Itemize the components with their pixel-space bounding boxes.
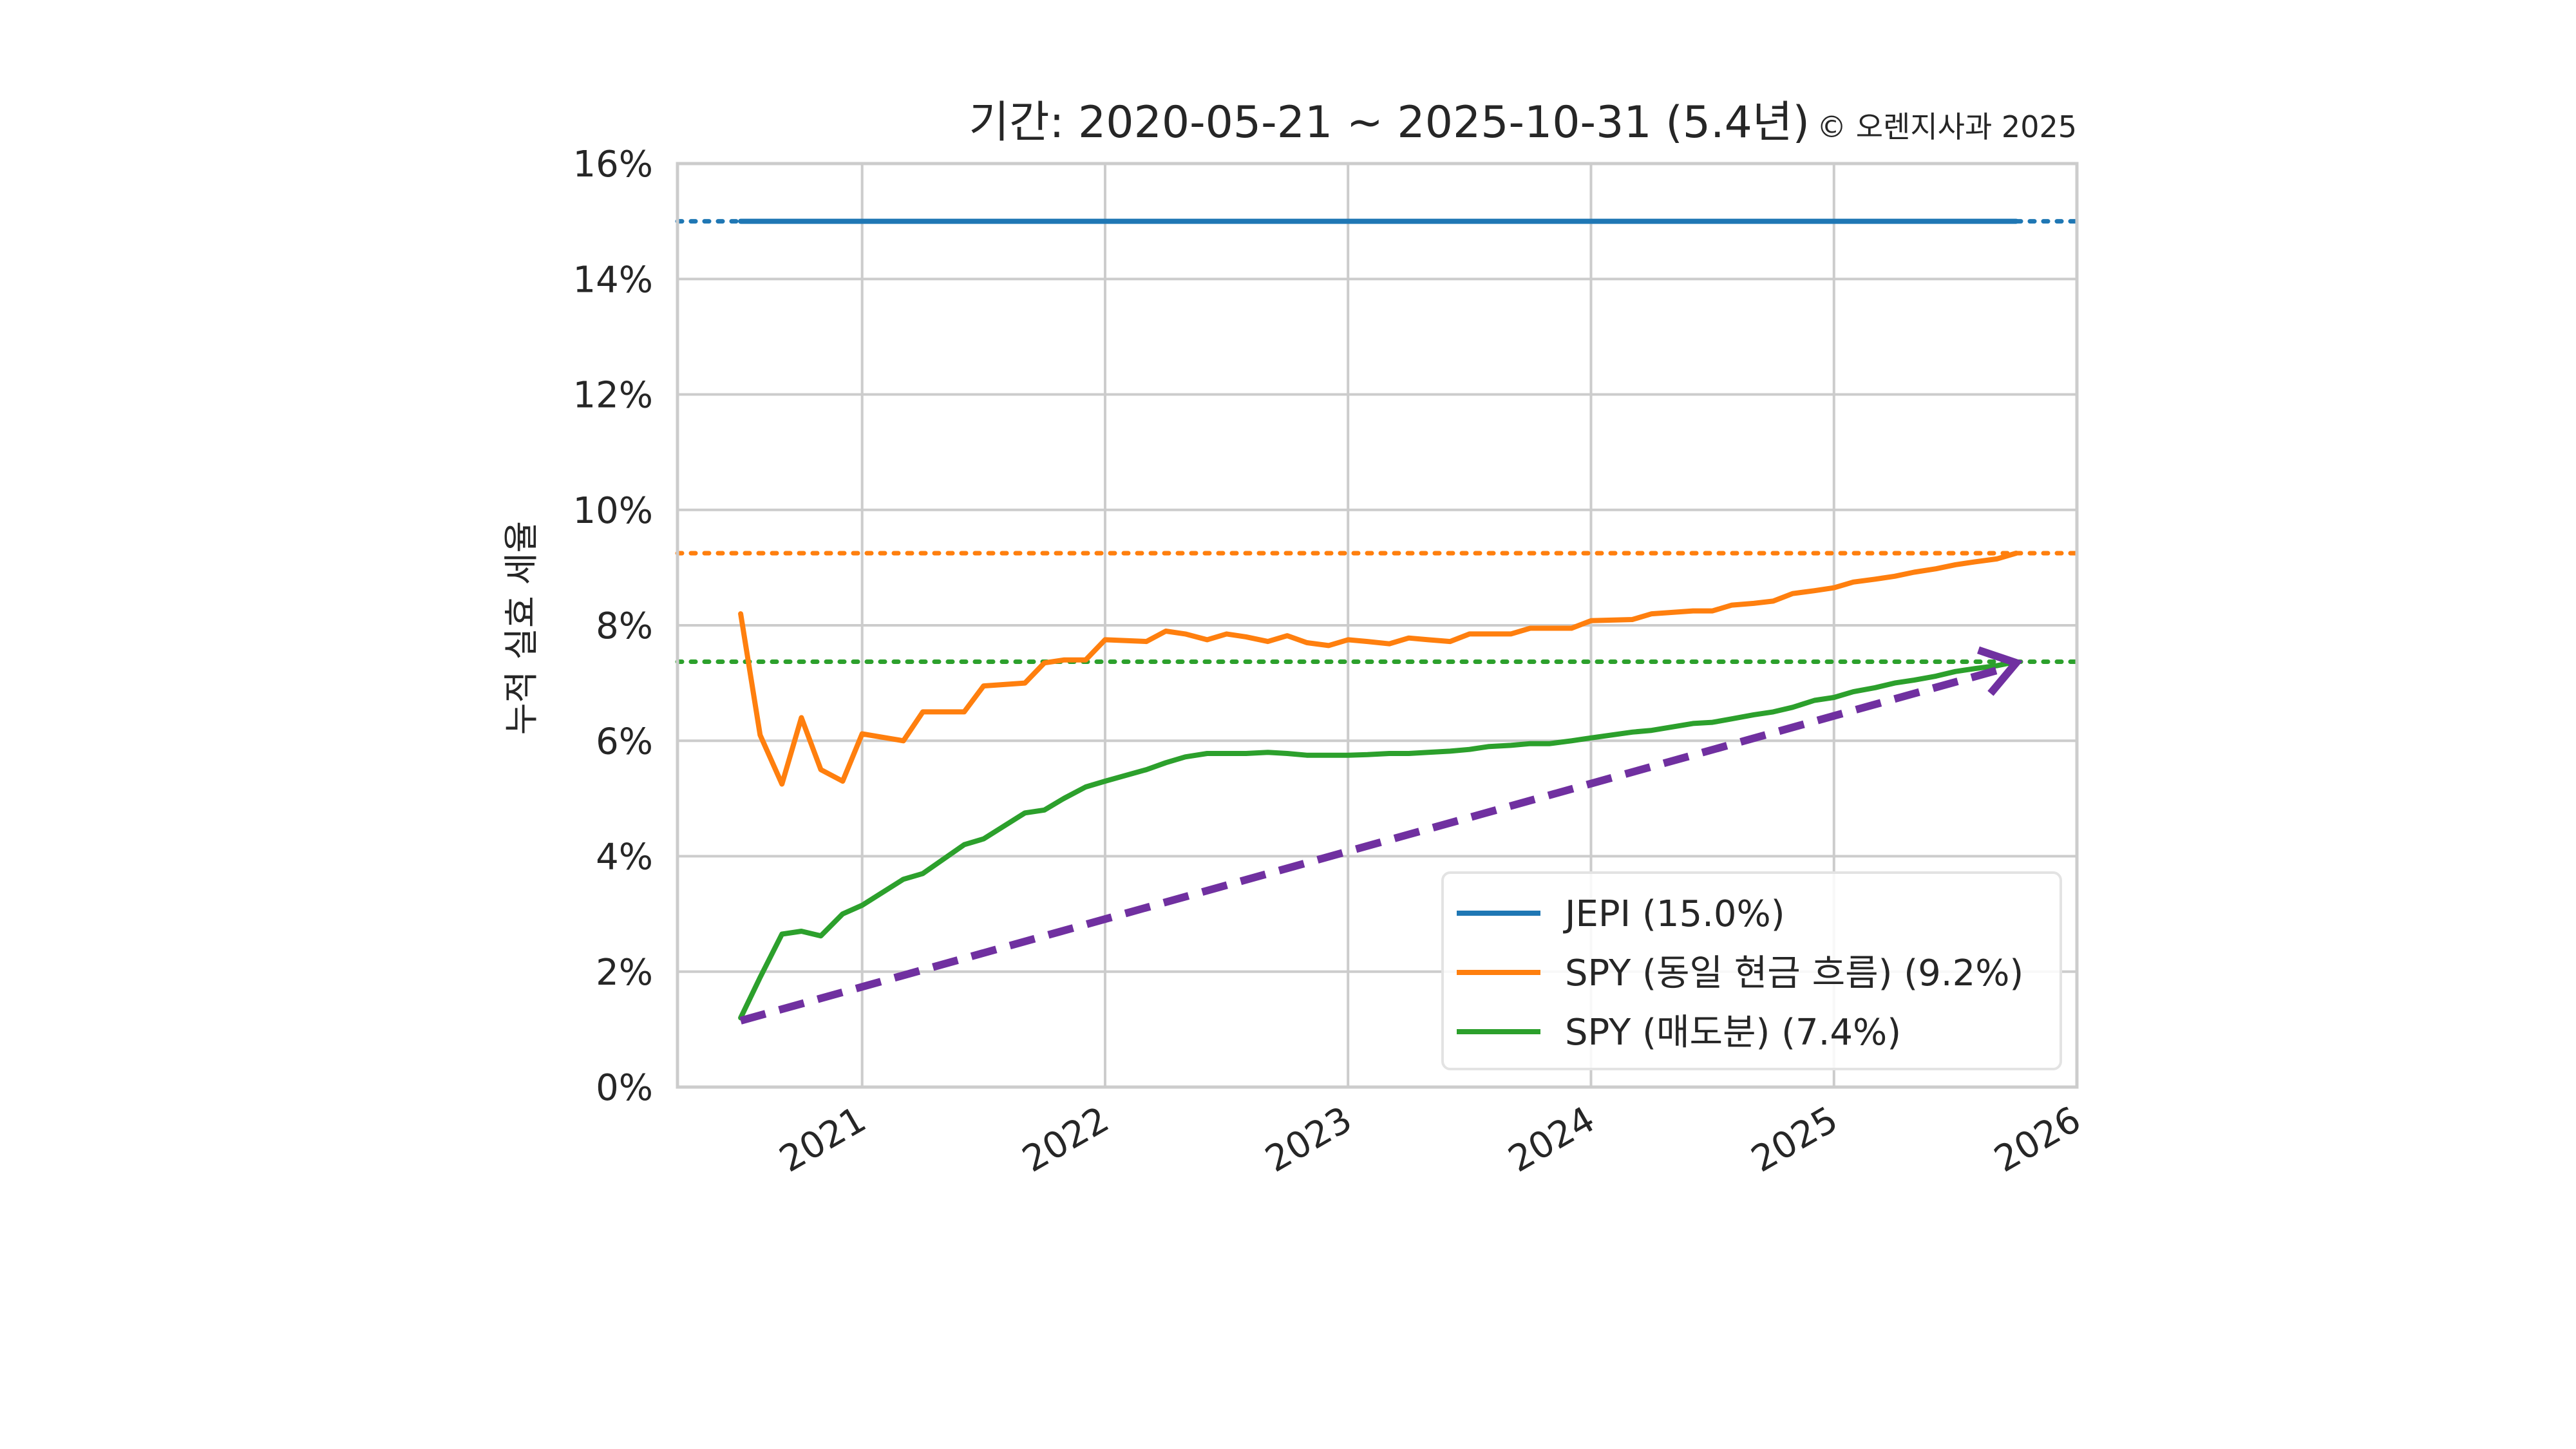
- legend-label-2: SPY (동일 현금 흐름) (9.2%): [1565, 952, 2023, 994]
- trend-line: [739, 665, 2005, 1025]
- plot-frame: [676, 162, 2079, 1089]
- y-tick-label: 8%: [596, 605, 653, 647]
- y-tick-label: 10%: [573, 490, 653, 532]
- chart-title: 기간: 2020-05-21 ~ 2025-10-31 (5.4년): [969, 97, 1810, 148]
- series-line-3: [738, 659, 2019, 1021]
- x-tick-label: 2025: [1745, 1099, 1845, 1181]
- y-tick-label: 0%: [596, 1067, 653, 1109]
- x-tick-label: 2023: [1258, 1099, 1359, 1181]
- legend-label-1: JEPI (15.0%): [1563, 893, 1785, 935]
- y-tick-label: 6%: [596, 721, 653, 762]
- y-tick-label: 14%: [573, 259, 653, 301]
- trend-arrowhead: [1977, 646, 2023, 696]
- y-tick-label: 16%: [573, 144, 653, 185]
- legend-box: [1441, 871, 2062, 1070]
- trend-arrow: [739, 646, 2023, 1025]
- y-tick-label: 2%: [596, 952, 653, 994]
- x-tick-label: 2024: [1502, 1099, 1602, 1181]
- series-lines: [738, 218, 2019, 1021]
- y-tick-label: 4%: [596, 837, 653, 878]
- series-line-2: [738, 551, 2019, 787]
- y-axis-label: 누적 실효 세율: [501, 521, 542, 735]
- x-tick-label: 2026: [1987, 1099, 2088, 1181]
- legend-label-3: SPY (매도분) (7.4%): [1565, 1012, 1901, 1054]
- copyright-label: © 오렌지사과 2025: [1817, 109, 2077, 144]
- chart-title-group: 기간: 2020-05-21 ~ 2025-10-31 (5.4년) © 오렌지…: [969, 97, 2077, 148]
- legend: JEPI (15.0%) SPY (동일 현금 흐름) (9.2%) SPY (매도…: [1441, 871, 2062, 1070]
- y-tick-label: 12%: [573, 375, 653, 417]
- x-tick-label: 2022: [1016, 1099, 1116, 1181]
- x-tick-label: 2021: [773, 1099, 873, 1181]
